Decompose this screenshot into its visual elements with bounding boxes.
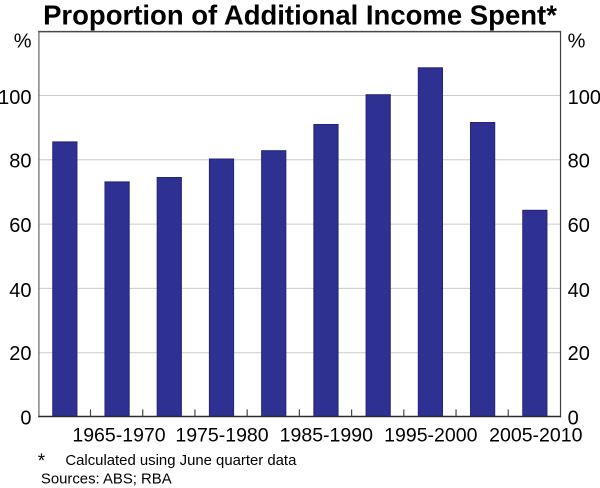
- svg-text:1995-2000: 1995-2000: [384, 425, 477, 447]
- svg-text:0: 0: [20, 407, 31, 429]
- svg-text:2005-2010: 2005-2010: [489, 425, 582, 447]
- svg-text:20: 20: [9, 343, 31, 365]
- svg-text:100: 100: [0, 87, 32, 109]
- svg-text:0: 0: [568, 407, 579, 429]
- svg-text:%: %: [568, 31, 586, 53]
- svg-text:80: 80: [9, 151, 31, 173]
- svg-text:60: 60: [9, 215, 31, 237]
- svg-text:60: 60: [568, 215, 590, 237]
- svg-text:80: 80: [568, 151, 590, 173]
- svg-text:20: 20: [568, 343, 590, 365]
- svg-text:1985-1990: 1985-1990: [280, 425, 373, 447]
- svg-text:%: %: [14, 31, 32, 53]
- svg-text:1965-1970: 1965-1970: [72, 425, 165, 447]
- svg-text:Calculated using June quarter: Calculated using June quarter data: [65, 453, 297, 469]
- svg-text:Sources: ABS; RBA: Sources: ABS; RBA: [41, 471, 172, 487]
- svg-text:100: 100: [568, 87, 600, 109]
- svg-text:40: 40: [568, 280, 590, 302]
- svg-text:*: *: [38, 451, 46, 472]
- svg-text:Proportion of Additional Incom: Proportion of Additional Income Spent*: [43, 0, 557, 30]
- svg-text:40: 40: [9, 280, 31, 302]
- svg-text:1975-1980: 1975-1980: [175, 425, 268, 447]
